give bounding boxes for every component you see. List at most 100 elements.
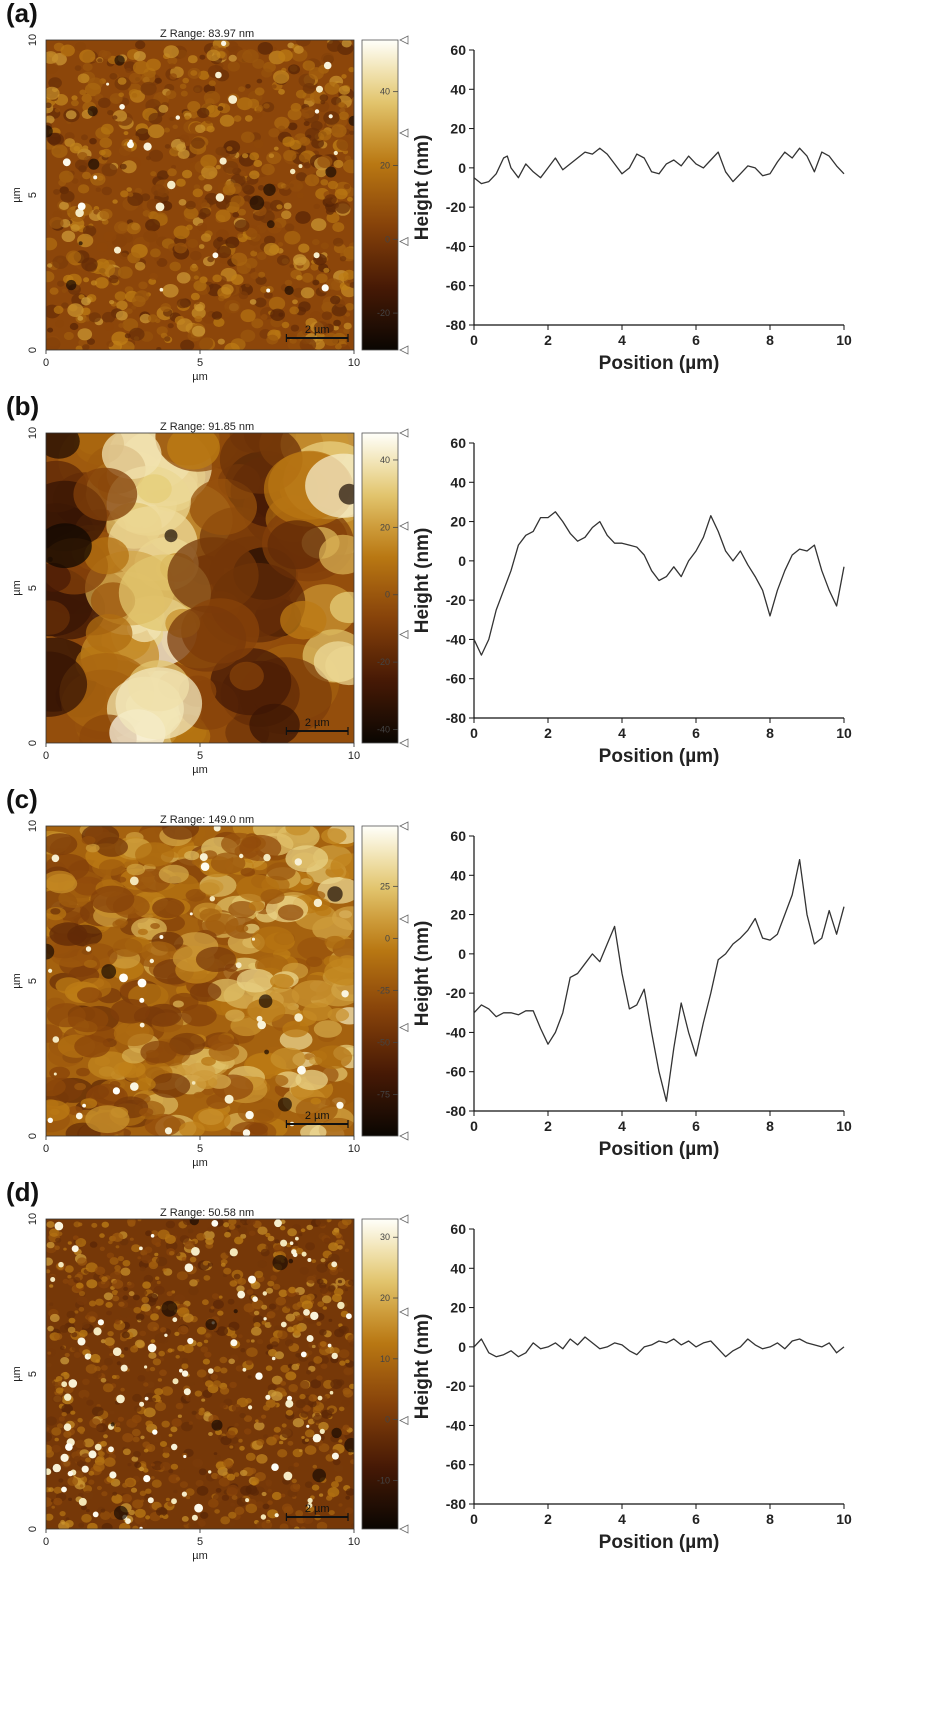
colorbar-tick-label: 0 — [385, 590, 390, 600]
colorbar-tick-label: 10 — [380, 1354, 390, 1364]
panel-d: (d) Z Range: 50.58 nm 0 5 10 µm 0 5 10 µm 2 µm 30… — [0, 1177, 946, 1599]
x-tick-label: 8 — [766, 1511, 774, 1527]
x-tick-label: 2 — [544, 1118, 552, 1134]
panel-label: (a) — [6, 0, 38, 28]
x-axis-label: Position (µm) — [599, 746, 720, 767]
afm-x-tick-label: 0 — [43, 1536, 49, 1548]
x-tick-label: 10 — [836, 725, 852, 741]
y-tick-label: -40 — [446, 1417, 466, 1433]
y-tick-label: 20 — [450, 121, 466, 137]
afm-x-tick-label: 0 — [43, 750, 49, 762]
y-tick-label: -40 — [446, 631, 466, 647]
x-axis-label: Position (µm) — [599, 353, 720, 374]
afm-height-map — [46, 433, 354, 743]
y-tick-label: -80 — [446, 710, 466, 726]
colorbar-tick-label: 40 — [380, 455, 390, 465]
x-tick-label: 4 — [618, 725, 626, 741]
panel-label: (d) — [6, 1177, 40, 1207]
x-tick-label: 0 — [470, 1118, 478, 1134]
afm-y-tick-label: 0 — [27, 740, 39, 746]
height-profile-line — [473, 511, 845, 656]
x-tick-label: 8 — [766, 725, 774, 741]
panel-c: (c) Z Range: 149.0 nm 0 5 10 µm 0 5 10 µm 2 µm 25… — [0, 784, 946, 1206]
y-tick-label: 60 — [450, 435, 466, 451]
x-tick-label: 0 — [470, 725, 478, 741]
x-tick-label: 0 — [470, 1511, 478, 1527]
panel-a: (a) Z Range: 83.97 nm 0 5 10 µm 0 5 10 µm 2 µm 40… — [0, 0, 946, 420]
x-tick-label: 6 — [692, 725, 700, 741]
afm-y-unit: µm — [11, 187, 23, 203]
y-tick-label: -40 — [446, 238, 466, 254]
x-tick-label: 2 — [544, 1511, 552, 1527]
colorbar-tick-label: 25 — [380, 881, 390, 891]
afm-height-map — [46, 826, 354, 1136]
afm-y-unit: µm — [11, 580, 23, 596]
colorbar-tick-label: -75 — [377, 1089, 390, 1099]
y-axis-label: Height (nm) — [412, 921, 433, 1027]
afm-x-tick-label: 0 — [43, 357, 49, 369]
afm-y-tick-label: 0 — [27, 1526, 39, 1532]
afm-y-tick-label: 0 — [27, 347, 39, 353]
y-tick-label: -20 — [446, 1378, 466, 1394]
colorbar-tick-label: -20 — [377, 657, 390, 667]
afm-y-tick-label: 10 — [27, 427, 39, 439]
colorbar-tick-label: -50 — [377, 1037, 390, 1047]
y-tick-label: -20 — [446, 199, 466, 215]
afm-y-unit: µm — [11, 1366, 23, 1382]
afm-height-map — [46, 1219, 354, 1529]
colorbar — [361, 1218, 399, 1530]
colorbar — [361, 39, 399, 351]
y-tick-label: -60 — [446, 1457, 466, 1473]
colorbar — [361, 432, 399, 744]
x-tick-label: 4 — [618, 1118, 626, 1134]
colorbar-tick-label: 20 — [380, 160, 390, 170]
x-tick-label: 2 — [544, 332, 552, 348]
x-tick-label: 8 — [766, 332, 774, 348]
x-axis-label: Position (µm) — [599, 1139, 720, 1160]
afm-x-unit: µm — [192, 1550, 208, 1562]
y-tick-label: -80 — [446, 1496, 466, 1512]
x-tick-label: 8 — [766, 1118, 774, 1134]
y-tick-label: -40 — [446, 1024, 466, 1040]
afm-y-tick-label: 10 — [27, 1213, 39, 1225]
afm-image: 0 5 10 µm 0 5 10 µm 2 µm 25 0 -25 -50 -75 -80 -60 -40 -20… — [11, 820, 852, 1169]
y-tick-label: 20 — [450, 907, 466, 923]
colorbar — [361, 825, 399, 1137]
colorbar-tick-label: -10 — [377, 1475, 390, 1485]
y-axis-label: Height (nm) — [412, 1314, 433, 1420]
scale-bar-label: 2 µm — [305, 324, 330, 336]
z-range-label: Z Range: 91.85 nm — [160, 421, 255, 433]
y-tick-label: 20 — [450, 514, 466, 530]
panel-label: (c) — [6, 784, 38, 814]
z-range-label: Z Range: 149.0 nm — [160, 814, 255, 826]
colorbar-tick-label: 20 — [380, 522, 390, 532]
y-tick-label: 0 — [458, 946, 466, 962]
y-tick-label: 40 — [450, 1260, 466, 1276]
x-tick-label: 0 — [470, 332, 478, 348]
y-tick-label: -80 — [446, 317, 466, 333]
y-tick-label: -60 — [446, 1064, 466, 1080]
scale-bar-label: 2 µm — [305, 1503, 330, 1515]
x-tick-label: 10 — [836, 1118, 852, 1134]
height-profile-line — [473, 147, 845, 185]
afm-x-tick-label: 5 — [197, 357, 203, 369]
x-tick-label: 10 — [836, 332, 852, 348]
scale-bar-label: 2 µm — [305, 1110, 330, 1122]
afm-x-tick-label: 10 — [348, 750, 360, 762]
scale-bar-label: 2 µm — [305, 717, 330, 729]
afm-x-tick-label: 10 — [348, 357, 360, 369]
colorbar-tick-label: -40 — [377, 725, 390, 735]
afm-y-tick-label: 5 — [27, 585, 39, 591]
x-tick-label: 4 — [618, 332, 626, 348]
afm-y-tick-label: 10 — [27, 820, 39, 832]
afm-x-tick-label: 10 — [348, 1536, 360, 1548]
colorbar-tick-label: -25 — [377, 985, 390, 995]
y-tick-label: -20 — [446, 592, 466, 608]
y-tick-label: -20 — [446, 985, 466, 1001]
afm-x-unit: µm — [192, 1157, 208, 1169]
y-tick-label: 0 — [458, 553, 466, 569]
x-tick-label: 4 — [618, 1511, 626, 1527]
afm-y-tick-label: 5 — [27, 192, 39, 198]
y-tick-label: 60 — [450, 828, 466, 844]
